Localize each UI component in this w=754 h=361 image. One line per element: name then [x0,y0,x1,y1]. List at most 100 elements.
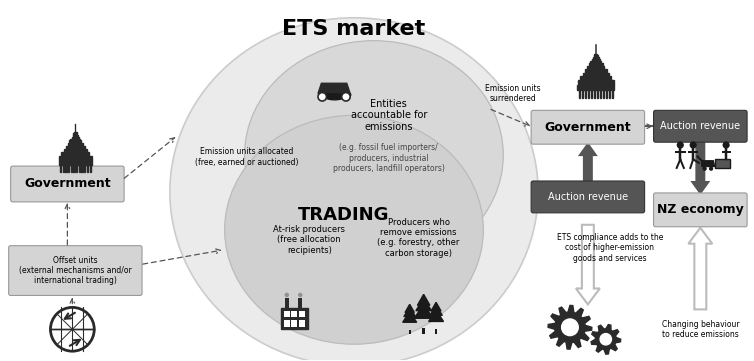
Bar [81,165,83,171]
Text: Auction revenue: Auction revenue [661,121,740,131]
Polygon shape [318,83,350,93]
Bar [593,91,595,97]
Text: TRADING: TRADING [299,206,390,224]
Circle shape [709,166,713,171]
Circle shape [298,293,302,297]
Bar [66,146,85,149]
Polygon shape [428,310,443,321]
FancyBboxPatch shape [11,166,124,202]
Bar [84,165,85,171]
Polygon shape [416,298,431,311]
Ellipse shape [225,115,483,344]
Text: Government: Government [544,121,631,134]
Bar [593,55,598,57]
FancyBboxPatch shape [531,110,645,144]
Bar [578,91,580,97]
Bar [71,165,72,171]
Text: NZ economy: NZ economy [657,203,743,216]
Bar [284,310,290,317]
Bar [593,57,599,59]
Polygon shape [691,140,710,195]
Bar [68,143,83,146]
Bar [584,91,586,97]
Bar [284,320,290,327]
Circle shape [690,142,697,149]
Bar [59,161,92,165]
Bar [90,165,91,171]
Bar [284,298,289,308]
FancyBboxPatch shape [531,181,645,213]
Text: Emission units
surrendered: Emission units surrendered [486,84,541,103]
Text: (e.g. fossil fuel importers/
producers, industrial
producers, landfill operators: (e.g. fossil fuel importers/ producers, … [333,143,445,173]
FancyBboxPatch shape [654,110,747,142]
Bar [587,91,589,97]
Bar [76,165,78,171]
Text: Emission units allocated
(free, earned or auctioned): Emission units allocated (free, earned o… [195,147,299,167]
Circle shape [562,319,578,336]
Bar [409,330,411,334]
Bar [72,135,78,136]
Circle shape [722,142,730,149]
Text: Auction revenue: Auction revenue [548,192,628,202]
Bar [596,91,598,97]
Bar [599,91,601,97]
Text: Entities
accountable for
emissions: Entities accountable for emissions [351,99,427,132]
Bar [585,69,606,73]
Text: Government: Government [24,178,111,191]
Polygon shape [578,142,598,183]
FancyBboxPatch shape [654,193,747,227]
Bar [602,91,604,97]
Polygon shape [431,303,441,311]
Bar [715,159,731,168]
Bar [581,76,611,81]
Circle shape [284,293,289,297]
Text: ETS compliance adds to the
cost of higher-emission
goods and services: ETS compliance adds to the cost of highe… [556,233,663,262]
Bar [592,59,599,61]
Bar [87,165,88,171]
Bar [73,133,77,135]
Polygon shape [418,294,430,305]
Bar [605,91,607,97]
Bar [78,165,80,171]
Bar [68,165,69,171]
Text: Changing behaviour
to reduce emissions: Changing behaviour to reduce emissions [661,319,739,339]
Circle shape [318,92,326,101]
Bar [589,63,602,66]
Bar [611,91,613,97]
Bar [72,136,79,139]
Polygon shape [405,304,415,313]
Polygon shape [591,325,621,354]
Bar [581,91,583,97]
Bar [298,298,302,308]
Bar [59,156,91,161]
Circle shape [703,166,706,171]
Text: Offset units
(external mechanisms and/or
international trading): Offset units (external mechanisms and/or… [19,256,132,286]
Polygon shape [576,225,600,304]
Bar [291,320,297,327]
FancyBboxPatch shape [8,246,142,295]
Bar [594,54,597,55]
Bar [583,73,608,76]
Polygon shape [430,305,443,316]
Circle shape [600,334,611,345]
Bar [73,165,75,171]
Bar [587,66,605,69]
Bar [280,308,308,329]
Text: ETS market: ETS market [282,19,425,39]
Polygon shape [403,312,417,322]
Bar [74,132,77,133]
Ellipse shape [244,41,503,270]
Bar [70,139,80,140]
Bar [435,329,437,334]
Polygon shape [688,228,713,309]
Bar [578,81,614,86]
Text: Producers who
remove emissions
(e.g. forestry, other
carbon storage): Producers who remove emissions (e.g. for… [378,218,460,258]
Bar [69,140,81,143]
Bar [590,91,592,97]
Bar [608,91,610,97]
Bar [61,152,89,156]
Bar [590,61,601,63]
Polygon shape [702,161,715,166]
Polygon shape [548,305,592,349]
Bar [422,328,425,334]
